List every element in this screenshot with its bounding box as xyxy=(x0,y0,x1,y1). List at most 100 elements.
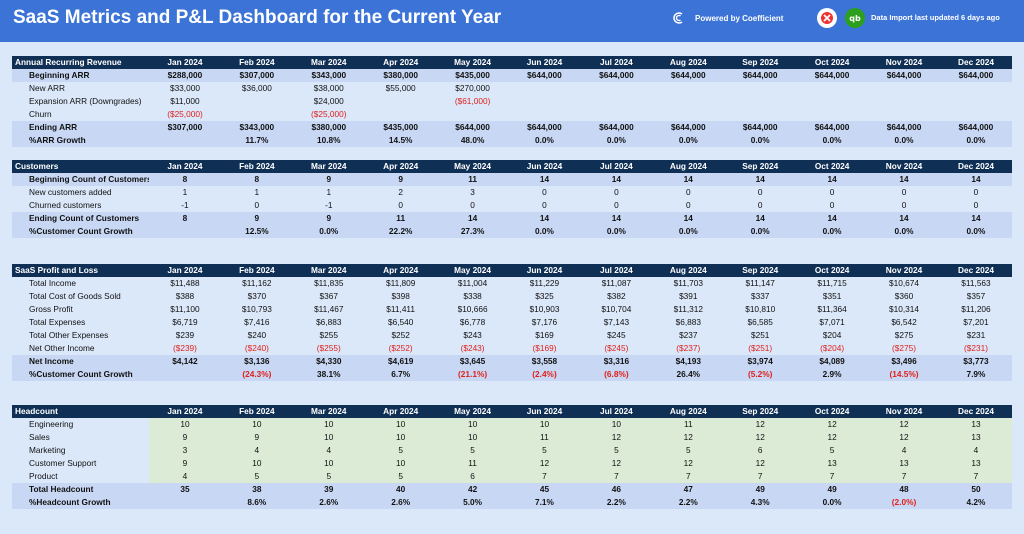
cell-value[interactable]: ($25,000) xyxy=(311,109,347,119)
cell-value[interactable] xyxy=(509,82,581,95)
cell-value[interactable]: $36,000 xyxy=(241,83,272,93)
cell-value[interactable]: $644,000 xyxy=(652,69,725,82)
cell-value[interactable]: 5.0% xyxy=(436,496,509,509)
cell-value[interactable]: $307,000 xyxy=(149,121,221,134)
cell-value[interactable]: 0 xyxy=(614,187,619,197)
cell-value[interactable]: 10 xyxy=(364,431,437,444)
cell-value[interactable] xyxy=(509,95,581,108)
cell-value[interactable]: $288,000 xyxy=(149,69,221,82)
cell-value[interactable]: ($25,000) xyxy=(167,109,203,119)
cell-value[interactable]: 4.3% xyxy=(724,496,797,509)
cell-value[interactable]: $367 xyxy=(319,291,338,301)
cell-value[interactable]: $24,000 xyxy=(313,96,344,106)
cell-value[interactable]: 7 xyxy=(939,470,1012,483)
cell-value[interactable]: 5 xyxy=(508,444,581,457)
cell-value[interactable]: 0 xyxy=(973,187,979,197)
cell-value[interactable]: 14 xyxy=(436,212,509,225)
cell-value[interactable]: 10 xyxy=(292,418,365,431)
cell-value[interactable]: $11,809 xyxy=(385,278,416,288)
cell-value[interactable]: 7 xyxy=(508,470,581,483)
cell-value[interactable]: 13 xyxy=(939,431,1012,444)
cell-value[interactable]: 14 xyxy=(508,173,581,186)
cell-value[interactable]: $4,330 xyxy=(292,355,365,368)
cell-value[interactable]: $6,883 xyxy=(316,317,342,327)
cell-value[interactable]: 0.0% xyxy=(868,134,940,147)
cell-value[interactable]: (2.0%) xyxy=(868,496,940,509)
cell-value[interactable]: -1 xyxy=(181,200,189,210)
cell-value[interactable]: 11.7% xyxy=(220,134,293,147)
cell-value[interactable]: $11,703 xyxy=(673,278,703,288)
cell-value[interactable]: 7 xyxy=(580,470,653,483)
cell-value[interactable]: 49 xyxy=(724,483,797,496)
cell-value[interactable] xyxy=(868,108,940,121)
cell-value[interactable]: ($237) xyxy=(676,343,701,353)
cell-value[interactable]: 5 xyxy=(364,444,437,457)
cell-value[interactable]: 12 xyxy=(724,418,797,431)
cell-value[interactable]: 5 xyxy=(292,470,365,483)
cell-value[interactable]: ($204) xyxy=(820,343,845,353)
cell-value[interactable]: $338 xyxy=(463,291,482,301)
cell-value[interactable] xyxy=(437,108,509,121)
cell-value[interactable]: 14 xyxy=(652,173,725,186)
cell-value[interactable]: 14 xyxy=(724,173,797,186)
cell-value[interactable]: $231 xyxy=(966,330,986,340)
cell-value[interactable]: $380,000 xyxy=(292,121,365,134)
cell-value[interactable]: 8 xyxy=(149,173,221,186)
cell-value[interactable]: 0.0% xyxy=(652,225,725,238)
cell-value[interactable] xyxy=(652,108,724,121)
cell-value[interactable]: 8.6% xyxy=(220,496,293,509)
cell-value[interactable]: 14 xyxy=(868,173,940,186)
cell-value[interactable]: $360 xyxy=(894,291,914,301)
cell-value[interactable]: $6,883 xyxy=(675,317,701,327)
cell-value[interactable]: -1 xyxy=(325,200,333,210)
cell-value[interactable]: 49 xyxy=(796,483,869,496)
cell-value[interactable]: 10 xyxy=(436,418,509,431)
cell-value[interactable]: 0.0% xyxy=(580,225,653,238)
cell-value[interactable]: $11,229 xyxy=(529,278,560,288)
cell-value[interactable]: $11,563 xyxy=(961,278,991,288)
cell-value[interactable] xyxy=(509,108,581,121)
cell-value[interactable]: 5 xyxy=(796,444,869,457)
cell-value[interactable]: 12 xyxy=(508,457,581,470)
cell-value[interactable]: $239 xyxy=(175,330,195,340)
cell-value[interactable]: ($239) xyxy=(172,343,197,353)
cell-value[interactable] xyxy=(724,82,796,95)
cell-value[interactable]: 13 xyxy=(939,418,1012,431)
cell-value[interactable]: ($231) xyxy=(963,343,988,353)
cell-value[interactable]: 7.1% xyxy=(508,496,581,509)
cell-value[interactable]: $10,314 xyxy=(889,304,920,314)
cell-value[interactable]: 8 xyxy=(149,212,221,225)
cell-value[interactable]: 0.0% xyxy=(796,496,869,509)
cell-value[interactable] xyxy=(940,108,1012,121)
cell-value[interactable]: 11 xyxy=(364,212,437,225)
cell-value[interactable]: 39 xyxy=(292,483,365,496)
cell-value[interactable]: 0 xyxy=(542,200,547,210)
cell-value[interactable]: $11,364 xyxy=(817,304,847,314)
cell-value[interactable]: 10 xyxy=(508,418,581,431)
cell-value[interactable]: $11,835 xyxy=(314,278,344,288)
cell-value[interactable]: ($251) xyxy=(748,343,773,353)
cell-value[interactable]: 13 xyxy=(796,457,869,470)
cell-value[interactable]: 0.0% xyxy=(292,225,365,238)
cell-value[interactable]: $252 xyxy=(391,330,410,340)
cell-value[interactable]: 0 xyxy=(470,200,475,210)
cell-value[interactable]: 5 xyxy=(220,470,293,483)
cell-value[interactable]: $644,000 xyxy=(796,69,869,82)
cell-value[interactable]: 0.0% xyxy=(796,134,869,147)
cell-value[interactable]: $11,312 xyxy=(673,304,703,314)
cell-value[interactable]: $11,004 xyxy=(457,278,488,288)
cell-value[interactable]: $11,488 xyxy=(170,278,200,288)
cell-value[interactable]: $7,201 xyxy=(963,317,989,327)
cell-value[interactable]: $343,000 xyxy=(292,69,365,82)
cell-value[interactable]: $644,000 xyxy=(508,121,581,134)
cell-value[interactable] xyxy=(149,134,221,147)
cell-value[interactable]: $33,000 xyxy=(169,83,200,93)
cell-value[interactable] xyxy=(796,95,868,108)
cell-value[interactable]: 47 xyxy=(652,483,725,496)
cell-value[interactable]: $11,147 xyxy=(745,278,775,288)
cell-value[interactable]: $644,000 xyxy=(652,121,725,134)
cell-value[interactable]: $10,793 xyxy=(241,304,272,314)
cell-value[interactable]: 0 xyxy=(757,187,763,197)
cell-value[interactable]: 4 xyxy=(939,444,1012,457)
cell-value[interactable]: $11,087 xyxy=(601,278,632,288)
